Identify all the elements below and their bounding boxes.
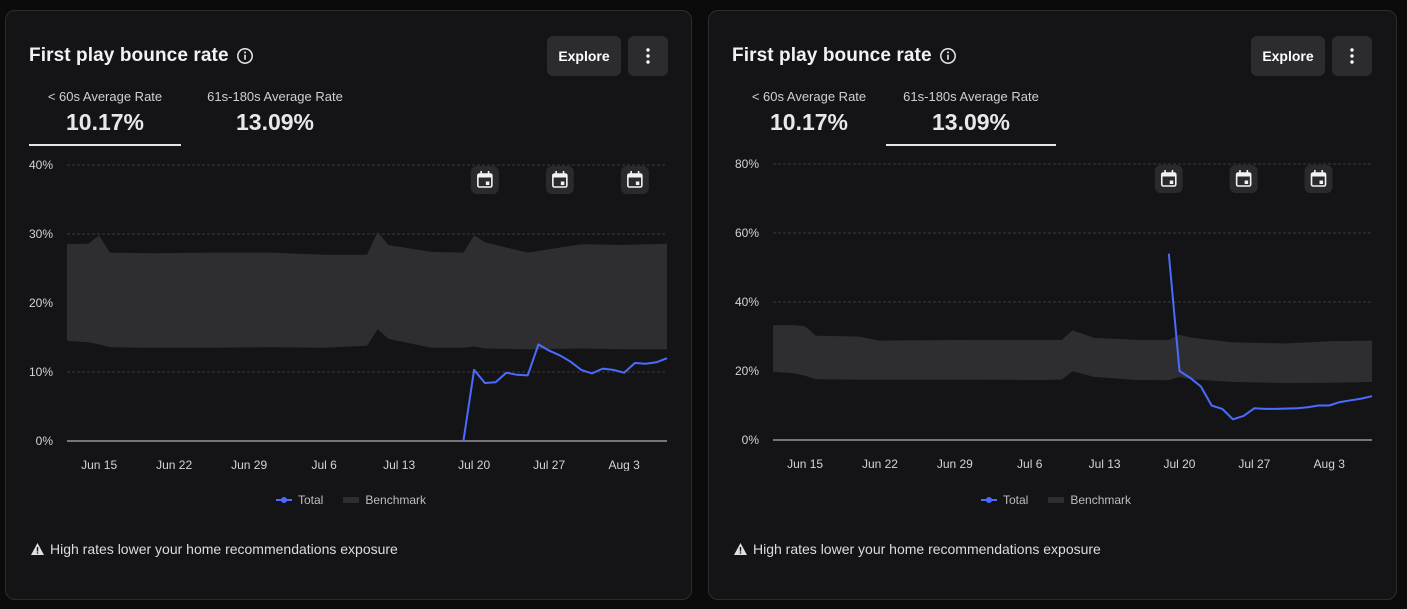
y-tick-label: 0% (36, 434, 54, 448)
selected-tab-underline (886, 144, 1056, 146)
y-tick-label: 80% (735, 157, 759, 171)
total-series-line (1167, 253, 1373, 421)
x-tick-label: Aug 3 (608, 458, 640, 471)
event-calendar-icon[interactable] (1154, 165, 1183, 193)
x-tick-label: Jul 20 (1163, 457, 1195, 471)
legend-swatch-total (981, 497, 997, 503)
x-tick-label: Jul 13 (383, 458, 415, 471)
tab-label: < 60s Average Rate (47, 89, 163, 104)
y-tick-label: 20% (29, 296, 53, 310)
legend-item-benchmark[interactable]: Benchmark (1048, 493, 1131, 507)
selected-tab-underline (29, 144, 181, 146)
event-calendar-icon[interactable] (1229, 165, 1258, 193)
card-header: First play bounce rate (732, 43, 957, 69)
legend-item-benchmark[interactable]: Benchmark (343, 493, 426, 507)
tab-value: 10.17% (769, 109, 848, 135)
card-header: First play bounce rate (29, 43, 254, 69)
tab-value: 13.09% (931, 109, 1010, 135)
explore-button-label: Explore (558, 48, 610, 64)
x-tick-label: Jun 29 (937, 457, 973, 471)
tab-61s-180s[interactable]: 61s-180s Average Rate 13.09% (195, 89, 355, 136)
footnote-text: High rates lower your home recommendatio… (50, 541, 398, 557)
tab-under-60s[interactable]: < 60s Average Rate 10.17% (733, 89, 885, 136)
x-tick-label: Jul 6 (1017, 457, 1043, 471)
line-chart: 0% 10% 20% 30% 40% Jun 15 Jun 22 Jun 29 Jul 6 Jul… (29, 158, 668, 471)
tab-label: 61s-180s Average Rate (207, 89, 343, 104)
benchmark-band (773, 325, 1372, 384)
footnote-text: High rates lower your home recommendatio… (753, 541, 1101, 557)
legend-item-total[interactable]: Total (981, 493, 1028, 507)
tab-value: 10.17% (65, 109, 144, 135)
tab-label: 61s-180s Average Rate (903, 89, 1039, 104)
x-tick-label: Jul 20 (458, 458, 490, 471)
card-title: First play bounce rate (29, 45, 229, 66)
tab-label: < 60s Average Rate (751, 89, 867, 104)
x-tick-label: Jun 22 (156, 458, 192, 471)
chart-legend: Total Benchmark (981, 493, 1151, 507)
legend-item-total[interactable]: Total (276, 493, 323, 507)
card-title: First play bounce rate (732, 45, 932, 66)
legend-label: Total (1003, 493, 1029, 507)
event-calendar-icon[interactable] (1304, 165, 1333, 193)
x-tick-label: Jun 22 (862, 457, 898, 471)
benchmark-band (67, 231, 667, 350)
y-tick-label: 20% (735, 364, 759, 378)
more-options-button[interactable] (628, 36, 668, 76)
more-vertical-icon (1350, 48, 1354, 64)
event-calendar-icon[interactable] (620, 166, 649, 194)
warning-icon (734, 543, 747, 555)
more-options-button[interactable] (1332, 36, 1372, 76)
y-tick-label: 30% (29, 227, 53, 241)
x-tick-label: Jun 29 (231, 458, 267, 471)
x-tick-label: Jun 15 (81, 458, 117, 471)
chart-legend: Total Benchmark (276, 493, 446, 507)
footnote: High rates lower your home recommendatio… (733, 541, 1101, 557)
line-chart: 0% 20% 40% 60% 80% Jun 15 Jun 22 Jun 29 Jul 6 Jul… (735, 157, 1373, 471)
tab-under-60s[interactable]: < 60s Average Rate 10.17% (29, 89, 181, 146)
more-vertical-icon (646, 48, 650, 64)
tab-61s-180s[interactable]: 61s-180s Average Rate 13.09% (886, 89, 1056, 146)
x-tick-label: Jul 6 (311, 458, 337, 471)
legend-label: Benchmark (1070, 493, 1132, 507)
info-icon[interactable] (236, 47, 254, 65)
tab-value: 13.09% (235, 109, 314, 135)
footnote: High rates lower your home recommendatio… (30, 541, 398, 557)
legend-label: Total (298, 493, 324, 507)
y-tick-label: 0% (742, 433, 760, 447)
legend-swatch-benchmark (1048, 497, 1065, 503)
x-tick-label: Jul 13 (1089, 457, 1121, 471)
explore-button-label: Explore (1262, 48, 1314, 64)
chart-card: First play bounce rate Explore < 60s Ave… (5, 10, 692, 600)
info-icon[interactable] (939, 47, 957, 65)
total-series-line (462, 343, 668, 442)
chart-card: First play bounce rate Explore < 60s Ave… (708, 10, 1397, 600)
y-tick-label: 40% (735, 295, 759, 309)
event-calendar-icon[interactable] (545, 166, 574, 194)
y-tick-label: 60% (735, 226, 759, 240)
warning-icon (31, 543, 44, 555)
x-tick-label: Jul 27 (1238, 457, 1270, 471)
y-tick-label: 10% (29, 365, 53, 379)
x-tick-label: Jul 27 (533, 458, 565, 471)
x-tick-label: Aug 3 (1314, 457, 1346, 471)
x-tick-label: Jun 15 (787, 457, 823, 471)
explore-button[interactable]: Explore (1251, 36, 1325, 76)
y-tick-label: 40% (29, 158, 53, 172)
legend-swatch-benchmark (343, 497, 360, 503)
event-calendar-icon[interactable] (470, 166, 499, 194)
legend-label: Benchmark (365, 493, 427, 507)
explore-button[interactable]: Explore (547, 36, 621, 76)
legend-swatch-total (276, 497, 292, 503)
